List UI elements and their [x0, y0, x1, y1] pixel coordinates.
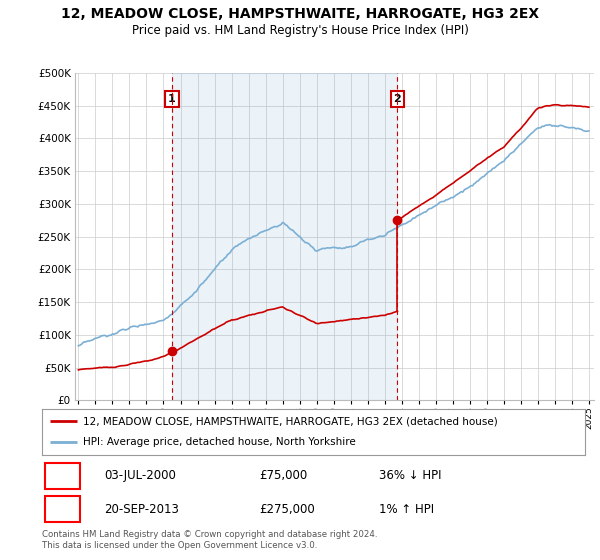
- Text: 2: 2: [394, 94, 401, 104]
- Text: HPI: Average price, detached house, North Yorkshire: HPI: Average price, detached house, Nort…: [83, 437, 355, 447]
- Text: Contains HM Land Registry data © Crown copyright and database right 2024.
This d: Contains HM Land Registry data © Crown c…: [42, 530, 377, 550]
- FancyBboxPatch shape: [45, 463, 80, 489]
- Text: 20-SEP-2013: 20-SEP-2013: [104, 503, 179, 516]
- Text: 36% ↓ HPI: 36% ↓ HPI: [379, 469, 441, 482]
- Text: Price paid vs. HM Land Registry's House Price Index (HPI): Price paid vs. HM Land Registry's House …: [131, 24, 469, 36]
- FancyBboxPatch shape: [45, 496, 80, 522]
- Text: 12, MEADOW CLOSE, HAMPSTHWAITE, HARROGATE, HG3 2EX: 12, MEADOW CLOSE, HAMPSTHWAITE, HARROGAT…: [61, 7, 539, 21]
- Text: 03-JUL-2000: 03-JUL-2000: [104, 469, 176, 482]
- Text: 1% ↑ HPI: 1% ↑ HPI: [379, 503, 434, 516]
- Text: £275,000: £275,000: [259, 503, 315, 516]
- Text: 1: 1: [168, 94, 176, 104]
- Text: 2: 2: [58, 503, 67, 516]
- Bar: [172, 73, 397, 400]
- Text: £75,000: £75,000: [259, 469, 307, 482]
- Text: 1: 1: [58, 469, 67, 482]
- Text: 12, MEADOW CLOSE, HAMPSTHWAITE, HARROGATE, HG3 2EX (detached house): 12, MEADOW CLOSE, HAMPSTHWAITE, HARROGAT…: [83, 416, 497, 426]
